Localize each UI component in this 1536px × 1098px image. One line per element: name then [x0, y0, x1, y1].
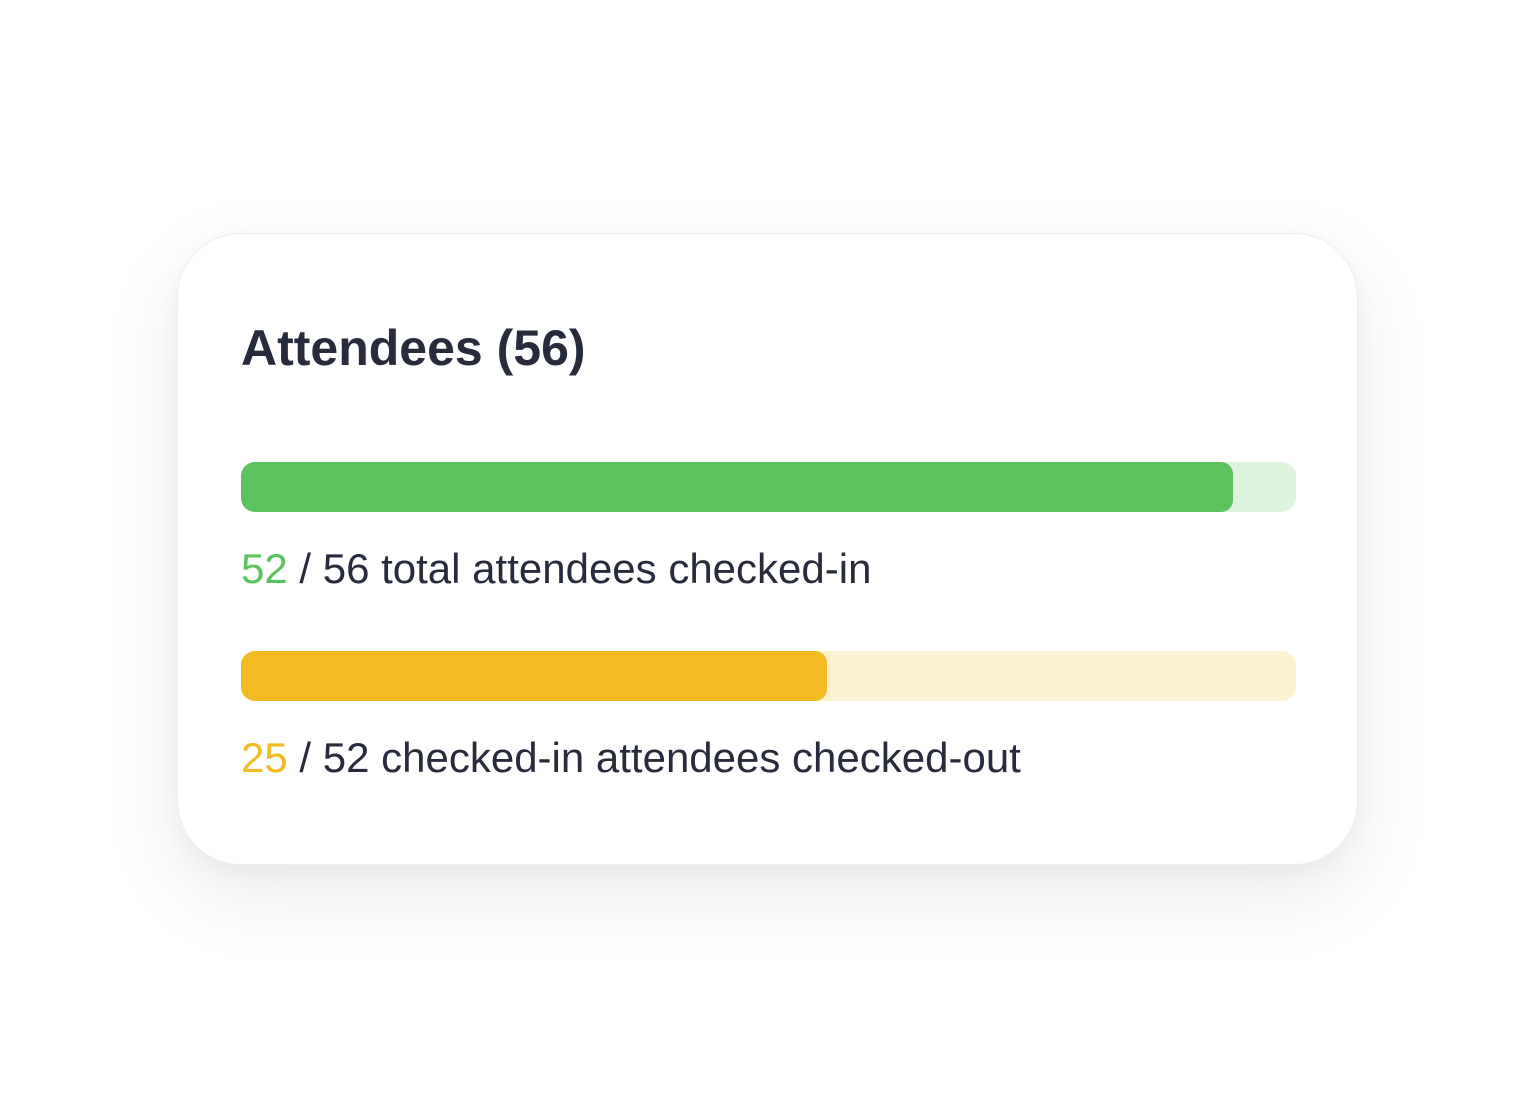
- checked-in-count: 52: [241, 545, 288, 592]
- checked-in-progress-fill: [241, 462, 1233, 512]
- card-title: Attendees (56): [241, 320, 586, 376]
- attendees-card: Attendees (56) 52 / 56 total attendees c…: [177, 233, 1358, 865]
- checked-out-progress-fill: [241, 651, 827, 701]
- checked-in-label: / 56 total attendees checked-in: [299, 545, 872, 592]
- checked-out-caption: 25 / 52 checked-in attendees checked-out: [241, 733, 1021, 783]
- checked-out-label: / 52 checked-in attendees checked-out: [299, 734, 1021, 781]
- checked-out-progress-bar: [241, 651, 1296, 701]
- checked-in-caption: 52 / 56 total attendees checked-in: [241, 544, 871, 594]
- checked-in-progress-bar: [241, 462, 1296, 512]
- checked-out-count: 25: [241, 734, 288, 781]
